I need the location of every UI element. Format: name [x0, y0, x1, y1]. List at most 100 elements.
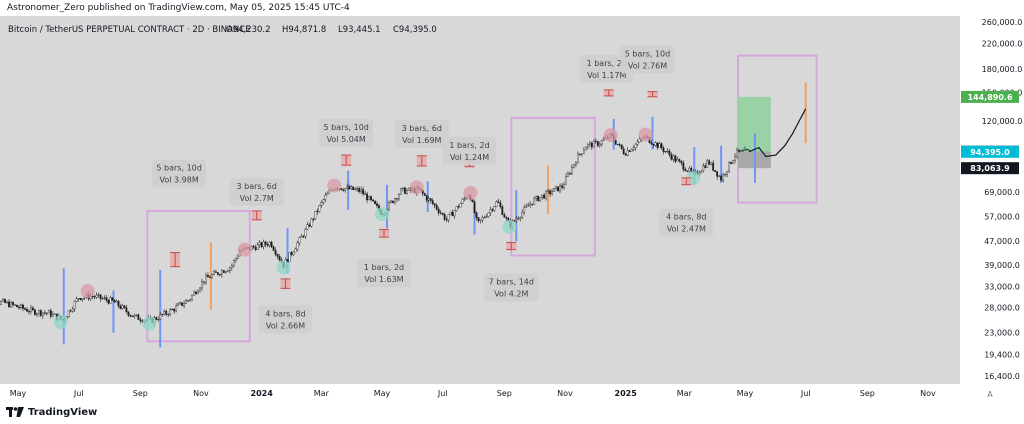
candle-body	[427, 198, 430, 201]
auto-scale-button[interactable]: A	[987, 390, 993, 399]
candle-body	[489, 209, 492, 214]
candle-body	[358, 188, 361, 192]
candle-body	[272, 246, 275, 251]
time-axis[interactable]: May Jul Sep Nov 2024 Mar May Jul Sep Nov 2025 Mar Ma…	[10, 389, 936, 398]
ohlc-close: C94,395.0	[393, 25, 437, 35]
measurements: 5 bars, 10d Vol 3.98M 3 bars, 6d Vol 2.7M 4 …	[152, 45, 714, 334]
candle-body	[133, 315, 136, 318]
candle-body	[193, 291, 195, 296]
measure-volume-text: Vol 2.7M	[240, 194, 274, 203]
candle-body	[499, 202, 502, 207]
candle-body	[155, 317, 158, 320]
candle-body	[201, 281, 203, 289]
candle-body	[628, 150, 631, 152]
candle-body	[10, 302, 12, 308]
candle-body	[620, 144, 623, 149]
measure-label-box	[229, 177, 284, 206]
price-tick-label: 23,000.0	[984, 329, 1020, 338]
candle-body	[563, 184, 565, 188]
candle-body	[654, 142, 657, 146]
pivot-high-circle	[327, 178, 342, 193]
candle-body	[67, 310, 70, 317]
candle-body	[366, 193, 368, 201]
candle-body	[320, 202, 323, 206]
candle-body	[722, 174, 725, 181]
candle-body	[527, 205, 530, 207]
candle-body	[457, 206, 460, 208]
measure-bars-text: 7 bars, 14d	[489, 278, 534, 287]
candle-body	[298, 237, 301, 244]
price-labels: 144,890.694,591.894,395.083,063.9	[961, 90, 1019, 175]
candle-body	[487, 212, 490, 217]
measurement: 1 bars, 2d Vol 1.63M	[356, 228, 411, 288]
candle-body	[503, 214, 506, 218]
candle-body	[584, 146, 587, 151]
candle-body	[553, 187, 555, 193]
candle-body	[232, 260, 235, 266]
candle-body	[403, 187, 406, 194]
candle-body	[326, 193, 329, 196]
candle-body	[569, 173, 571, 175]
candle-body	[177, 303, 180, 307]
tradingview-logo[interactable]: TradingView	[6, 407, 97, 418]
candle-body	[220, 270, 223, 275]
measure-bars-text: 3 bars, 6d	[237, 182, 277, 191]
candle-body	[207, 275, 209, 278]
candle-body	[69, 310, 72, 312]
candle-body	[543, 194, 546, 199]
candle-body	[213, 271, 215, 275]
candle-body	[95, 295, 98, 298]
candle-body	[167, 314, 170, 316]
candle-body	[519, 217, 522, 219]
price-label-box	[961, 90, 1019, 103]
candle-body	[638, 138, 641, 143]
price-axis-background	[960, 16, 1024, 384]
candle-body	[264, 241, 267, 245]
candle-body	[187, 300, 189, 302]
candle-body	[580, 153, 583, 155]
candle-body	[125, 307, 128, 313]
candle-body	[531, 203, 534, 205]
time-tick-label: Sep	[860, 389, 875, 398]
candle-body	[139, 319, 142, 321]
chart-area[interactable]: Bitcoin / TetherUS PERPETUAL CONTRACT · …	[0, 16, 1024, 400]
candle-body	[354, 188, 357, 190]
pivot-high-circle	[237, 242, 252, 257]
candle-body	[346, 186, 349, 189]
candle-body	[348, 186, 351, 190]
measure-volume-text: Vol 2.66M	[266, 321, 305, 330]
candle-body	[49, 310, 52, 317]
measurement: 5 bars, 10d Vol 3.98M	[152, 159, 207, 268]
candle-body	[618, 144, 621, 146]
candle-body	[423, 193, 426, 196]
candle-body	[26, 309, 28, 312]
candle-body	[181, 302, 183, 306]
candle-body	[437, 208, 440, 213]
candle-body	[111, 297, 114, 301]
candle-body	[525, 205, 528, 208]
candle-body	[105, 297, 108, 301]
candle-body	[481, 217, 484, 221]
candle-body	[559, 185, 561, 192]
candle-body	[209, 276, 211, 278]
candle-body	[471, 199, 474, 203]
measure-bars-text: 5 bars, 10d	[625, 50, 670, 59]
candle-body	[493, 206, 496, 211]
candle-body	[352, 186, 355, 190]
candle-body	[596, 141, 599, 146]
candle-body	[700, 170, 703, 174]
candle-body	[656, 142, 659, 148]
publish-header: Astronomer_Zero published on TradingView…	[0, 0, 1024, 16]
candle-body	[179, 302, 182, 305]
pivot-high-circle	[463, 185, 478, 200]
price-chart[interactable]: Bitcoin / TetherUS PERPETUAL CONTRACT · …	[0, 16, 1024, 400]
candle-body	[20, 304, 22, 309]
candle-body	[730, 161, 732, 164]
candle-body	[622, 148, 625, 155]
candle-body	[517, 218, 520, 220]
candle-body	[652, 144, 655, 146]
candle-body	[401, 187, 404, 189]
footer: TradingView	[0, 400, 1024, 424]
candle-body	[218, 274, 221, 276]
candle-body	[497, 201, 500, 203]
